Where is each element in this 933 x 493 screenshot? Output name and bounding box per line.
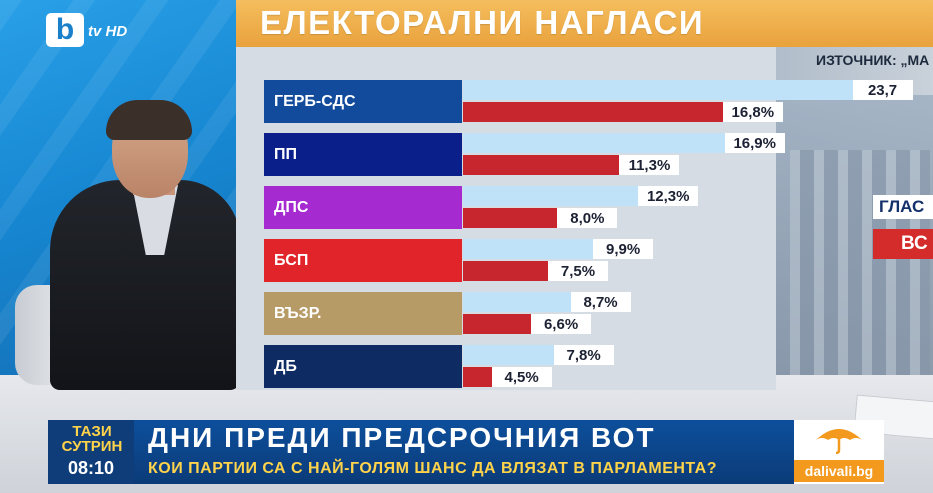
bar-previous	[463, 186, 695, 206]
side-glas-label: ГЛАС	[873, 195, 933, 219]
party-label: ГЕРБ-СДС	[264, 80, 462, 123]
bar-value-label: 6,6%	[531, 314, 592, 334]
bar-value-label: 16,9%	[724, 133, 785, 153]
bar-previous	[463, 80, 909, 100]
weather-sponsor: dalivali.bg	[794, 420, 884, 484]
bar-value-label: 8,7%	[570, 292, 631, 312]
party-label: ДБ	[264, 345, 462, 388]
clock-time: 08:10	[67, 458, 115, 478]
panel-title: ЕЛЕКТОРАЛНИ НАГЛАСИ	[260, 4, 705, 41]
bar-value-label: 9,9%	[593, 239, 654, 259]
bar-value-label: 23,7	[852, 80, 913, 100]
show-name: ТАЗИ СУТРИН	[61, 423, 123, 455]
bar-previous	[463, 133, 781, 153]
side-vs-label: ВС	[873, 229, 933, 259]
subheadline: КОИ ПАРТИИ СА С НАЙ-ГОЛЯМ ШАНС ДА ВЛЯЗАТ…	[148, 460, 718, 477]
logo-letter: b	[46, 13, 84, 47]
lower-third: ТАЗИ СУТРИН 08:10 ДНИ ПРЕДИ ПРЕДСРОЧНИЯ …	[48, 420, 884, 484]
bar-current	[463, 102, 779, 122]
bar-value-label: 7,5%	[548, 261, 608, 281]
bar-value-label: 7,8%	[553, 345, 614, 365]
bar-value-label: 16,8%	[722, 102, 783, 122]
headline-box: ДНИ ПРЕДИ ПРЕДСРОЧНИЯ ВОТ КОИ ПАРТИИ СА …	[134, 420, 794, 484]
channel-logo: b tv HD	[46, 13, 146, 49]
guest-hair	[106, 100, 192, 140]
weather-brand: dalivali.bg	[794, 460, 884, 482]
panel-header: ЕЛЕКТОРАЛНИ НАГЛАСИ	[236, 0, 933, 47]
party-label: БСП	[264, 239, 462, 282]
source-label: ИЗТОЧНИК: „МА	[816, 52, 930, 68]
show-box: ТАЗИ СУТРИН 08:10	[48, 420, 134, 484]
bar-value-label: 11,3%	[619, 155, 680, 175]
bar-value-label: 8,0%	[557, 208, 618, 228]
party-label: ВЪЗР.	[264, 292, 462, 335]
bar-value-label: 4,5%	[491, 367, 552, 387]
headline: ДНИ ПРЕДИ ПРЕДСРОЧНИЯ ВОТ	[148, 422, 656, 453]
logo-text: tv HD	[88, 23, 128, 40]
party-label: ПП	[264, 133, 462, 176]
bar-value-label: 12,3%	[638, 186, 699, 206]
umbrella-icon	[816, 429, 862, 454]
party-label: ДПС	[264, 186, 462, 229]
parliament-columns	[790, 150, 930, 390]
